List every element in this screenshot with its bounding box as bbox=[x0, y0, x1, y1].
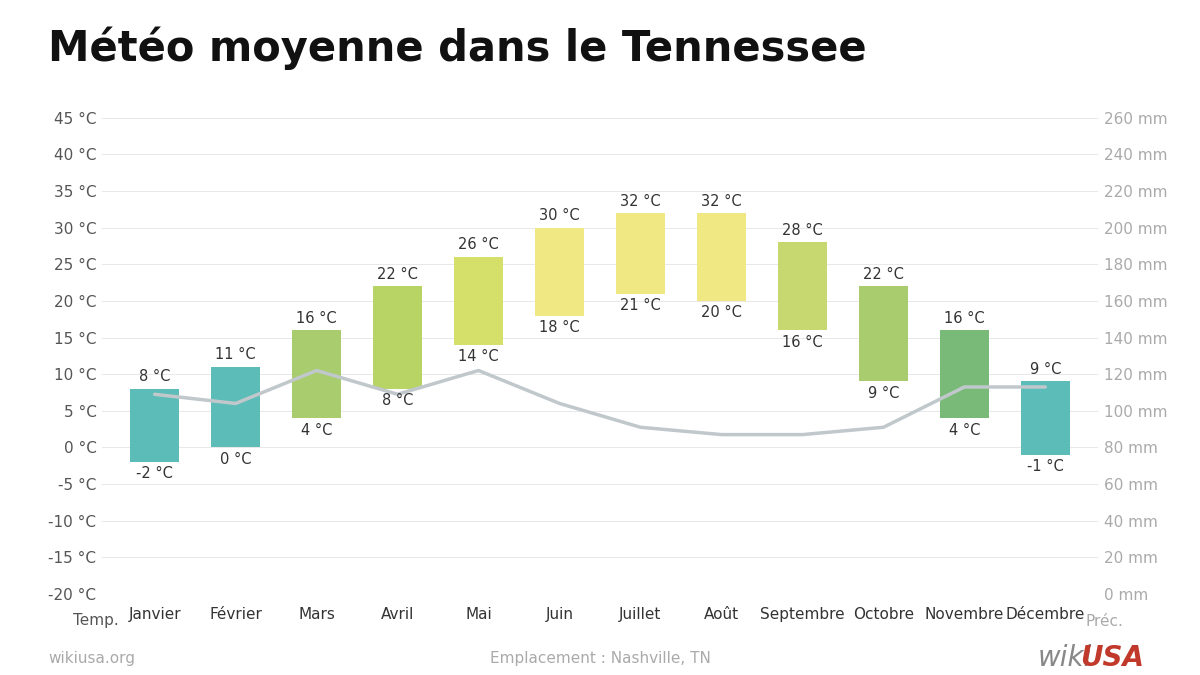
Text: Préc.: Préc. bbox=[1085, 614, 1123, 628]
Text: 18 °C: 18 °C bbox=[539, 320, 580, 335]
Text: 8 °C: 8 °C bbox=[139, 369, 170, 384]
Text: Emplacement : Nashville, TN: Emplacement : Nashville, TN bbox=[490, 651, 710, 666]
Text: 30 °C: 30 °C bbox=[539, 208, 580, 223]
Text: -2 °C: -2 °C bbox=[136, 466, 173, 481]
Bar bbox=[293, 330, 341, 418]
Bar bbox=[535, 227, 584, 315]
Text: 4 °C: 4 °C bbox=[301, 423, 332, 437]
Text: 8 °C: 8 °C bbox=[382, 394, 413, 408]
Text: 28 °C: 28 °C bbox=[782, 223, 823, 238]
Text: 32 °C: 32 °C bbox=[701, 194, 742, 209]
Text: -1 °C: -1 °C bbox=[1027, 459, 1063, 474]
Text: 4 °C: 4 °C bbox=[949, 423, 980, 437]
Bar bbox=[211, 367, 260, 448]
Bar bbox=[373, 286, 422, 389]
Text: 14 °C: 14 °C bbox=[458, 349, 499, 365]
Text: 16 °C: 16 °C bbox=[296, 310, 337, 326]
Bar bbox=[859, 286, 907, 381]
Text: 9 °C: 9 °C bbox=[868, 386, 899, 401]
Text: 20 °C: 20 °C bbox=[701, 305, 742, 320]
Text: 9 °C: 9 °C bbox=[1030, 362, 1061, 377]
Bar bbox=[1021, 381, 1069, 455]
Text: 26 °C: 26 °C bbox=[458, 238, 499, 252]
Bar bbox=[940, 330, 989, 418]
Text: 16 °C: 16 °C bbox=[782, 335, 823, 350]
Bar bbox=[778, 242, 827, 330]
Text: 22 °C: 22 °C bbox=[377, 267, 418, 281]
Bar bbox=[455, 257, 503, 345]
Text: 32 °C: 32 °C bbox=[620, 194, 661, 209]
Text: 11 °C: 11 °C bbox=[215, 348, 256, 362]
Text: Temp.: Temp. bbox=[73, 614, 119, 628]
Text: Météo moyenne dans le Tennessee: Météo moyenne dans le Tennessee bbox=[48, 27, 866, 70]
Text: 22 °C: 22 °C bbox=[863, 267, 904, 281]
Bar bbox=[131, 389, 179, 462]
Text: USA: USA bbox=[1080, 644, 1144, 672]
Text: 16 °C: 16 °C bbox=[944, 310, 985, 326]
Bar bbox=[697, 213, 745, 301]
Text: wiki: wiki bbox=[1038, 644, 1092, 672]
Bar bbox=[616, 213, 665, 294]
Text: 21 °C: 21 °C bbox=[620, 298, 661, 313]
Text: wikiusa.org: wikiusa.org bbox=[48, 651, 134, 666]
Text: 0 °C: 0 °C bbox=[220, 452, 251, 467]
